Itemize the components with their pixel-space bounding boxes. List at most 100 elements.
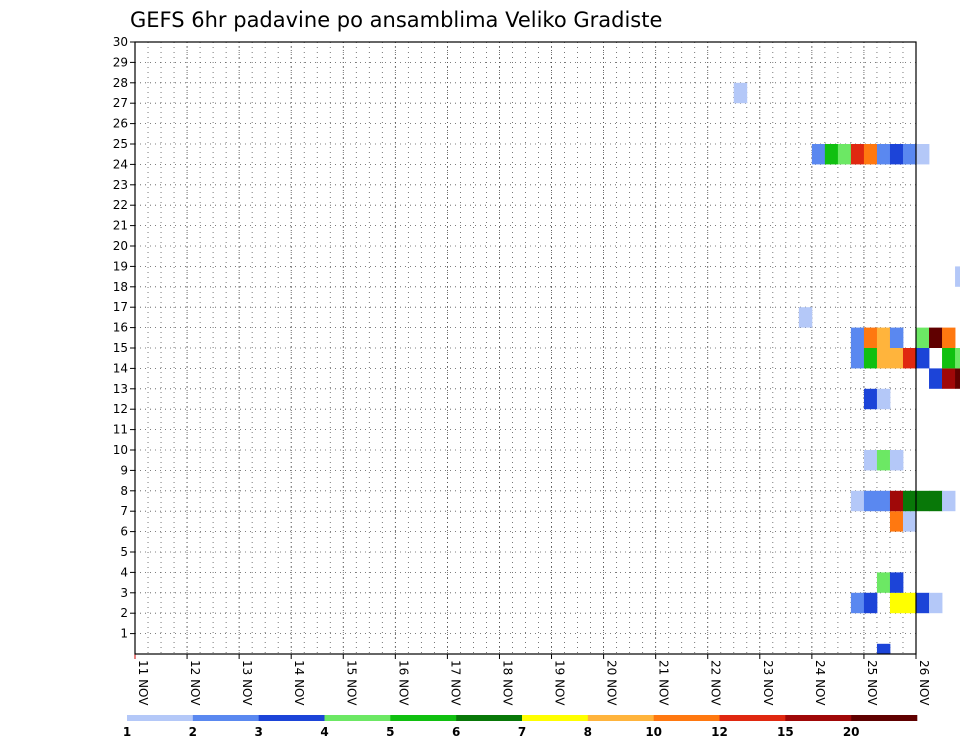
legend-swatch: [587, 715, 654, 721]
legend-swatch: [258, 715, 325, 721]
y-axis-ticks: 1234567891011121314151617181920212223242…: [113, 35, 135, 641]
legend-swatch: [719, 715, 786, 721]
x-tick-label: 16 NOV: [396, 660, 410, 706]
y-tick-label: 24: [113, 157, 128, 171]
heatmap-cell: [902, 144, 917, 165]
x-tick-label: 17 NOV: [448, 660, 462, 706]
plot-frame: [134, 41, 917, 655]
heatmap-cell: [916, 490, 930, 512]
heatmap-cell: [916, 144, 930, 165]
x-tick-label: 21 NOV: [657, 660, 671, 706]
heatmap-cell: [942, 368, 956, 389]
x-tick-label: 13 NOV: [240, 660, 254, 706]
y-tick-label: 4: [120, 565, 128, 579]
x-tick-label: 20 NOV: [605, 660, 619, 706]
heatmap-cell: [863, 388, 878, 410]
x-tick-label: 11 NOV: [136, 660, 150, 706]
y-tick-label: 10: [113, 443, 128, 457]
heatmap-cell: [876, 348, 891, 369]
y-tick-label: 5: [120, 545, 128, 559]
legend-label: 5: [386, 725, 394, 739]
y-tick-label: 14: [113, 361, 128, 375]
x-tick-label: 14 NOV: [292, 660, 306, 706]
heatmap-cell: [929, 490, 943, 512]
heatmap-cell: [863, 348, 878, 369]
heatmap-cell: [850, 348, 865, 369]
chart-title: GEFS 6hr padavine po ansamblima Veliko G…: [130, 8, 662, 32]
y-tick-label: 22: [113, 198, 128, 212]
heatmap-cell: [863, 327, 878, 348]
y-tick-label: 8: [120, 484, 128, 498]
heatmap-cell: [942, 348, 956, 369]
y-tick-label: 11: [113, 423, 128, 437]
legend-swatch: [851, 715, 918, 721]
heatmap-cell: [889, 572, 904, 593]
heatmap-cell: [876, 643, 891, 655]
x-tick-label: 19 NOV: [553, 660, 567, 706]
y-tick-label: 6: [120, 525, 128, 539]
y-tick-label: 21: [113, 219, 128, 233]
heatmap-cell: [850, 592, 865, 614]
legend-swatch: [390, 715, 457, 721]
heatmap-cell: [863, 450, 878, 471]
y-tick-label: 1: [120, 627, 128, 641]
legend-swatch: [456, 715, 523, 721]
legend-label: 8: [584, 725, 592, 739]
heatmap-cell: [863, 490, 878, 512]
legend-swatch: [522, 715, 589, 721]
y-tick-label: 7: [120, 504, 128, 518]
heatmap-cell: [876, 450, 891, 471]
heatmap-cell: [916, 327, 930, 348]
heatmap-cell: [889, 327, 904, 348]
heatmap-cell: [824, 144, 839, 165]
y-tick-label: 25: [113, 137, 128, 151]
heatmap-cell: [929, 368, 943, 389]
heatmap-cell: [733, 82, 748, 104]
y-tick-label: 29: [113, 55, 128, 69]
legend-label: 15: [777, 725, 794, 739]
heatmap-cell: [850, 490, 865, 512]
y-tick-label: 12: [113, 402, 128, 416]
grid-lines: [135, 41, 916, 654]
heatmap-cell: [850, 144, 865, 165]
y-tick-label: 23: [113, 178, 128, 192]
heatmap-cell: [955, 266, 960, 287]
heatmap-cell: [955, 368, 960, 389]
heatmap-cell: [916, 592, 930, 614]
legend-label: 12: [711, 725, 728, 739]
heatmap-cell: [837, 144, 852, 165]
x-tick-label: 15 NOV: [344, 660, 358, 706]
heatmap-cell: [876, 490, 891, 512]
y-tick-label: 28: [113, 76, 128, 90]
heatmap-cell: [889, 490, 904, 512]
y-tick-label: 16: [113, 321, 128, 335]
legend-label: 4: [320, 725, 328, 739]
heatmap-cell: [929, 592, 943, 614]
legend-label: 3: [254, 725, 262, 739]
color-legend: 1 2 3 4 5 6 7 8 10 12 15 20: [123, 715, 918, 739]
heatmap-cell: [876, 144, 891, 165]
y-tick-label: 26: [113, 117, 128, 131]
legend-swatch: [653, 715, 720, 721]
legend-label: 2: [189, 725, 197, 739]
y-tick-label: 27: [113, 96, 128, 110]
heatmap-cell: [902, 490, 917, 512]
heatmap-cells: [733, 82, 960, 655]
heatmap-cell: [916, 348, 930, 369]
x-tick-label: 23 NOV: [761, 660, 775, 706]
legend-swatch: [192, 715, 259, 721]
x-tick-label: 26 NOV: [917, 660, 931, 706]
y-tick-label: 15: [113, 341, 128, 355]
heatmap-cell: [876, 327, 891, 348]
y-tick-label: 2: [120, 606, 128, 620]
heatmap-cell: [942, 490, 956, 512]
heatmap-cell: [889, 511, 904, 532]
heatmap-cell: [889, 450, 904, 471]
y-tick-label: 3: [120, 586, 128, 600]
legend-label: 10: [645, 725, 662, 739]
heatmap-cell: [902, 511, 917, 532]
x-tick-label: 12 NOV: [188, 660, 202, 706]
legend-swatch: [324, 715, 391, 721]
heatmap-cell: [811, 144, 826, 165]
x-axis-ticks: 11 NOV 12 NOV 13 NOV 14 NOV 15 NOV 16 NOV 17 N…: [134, 654, 931, 706]
